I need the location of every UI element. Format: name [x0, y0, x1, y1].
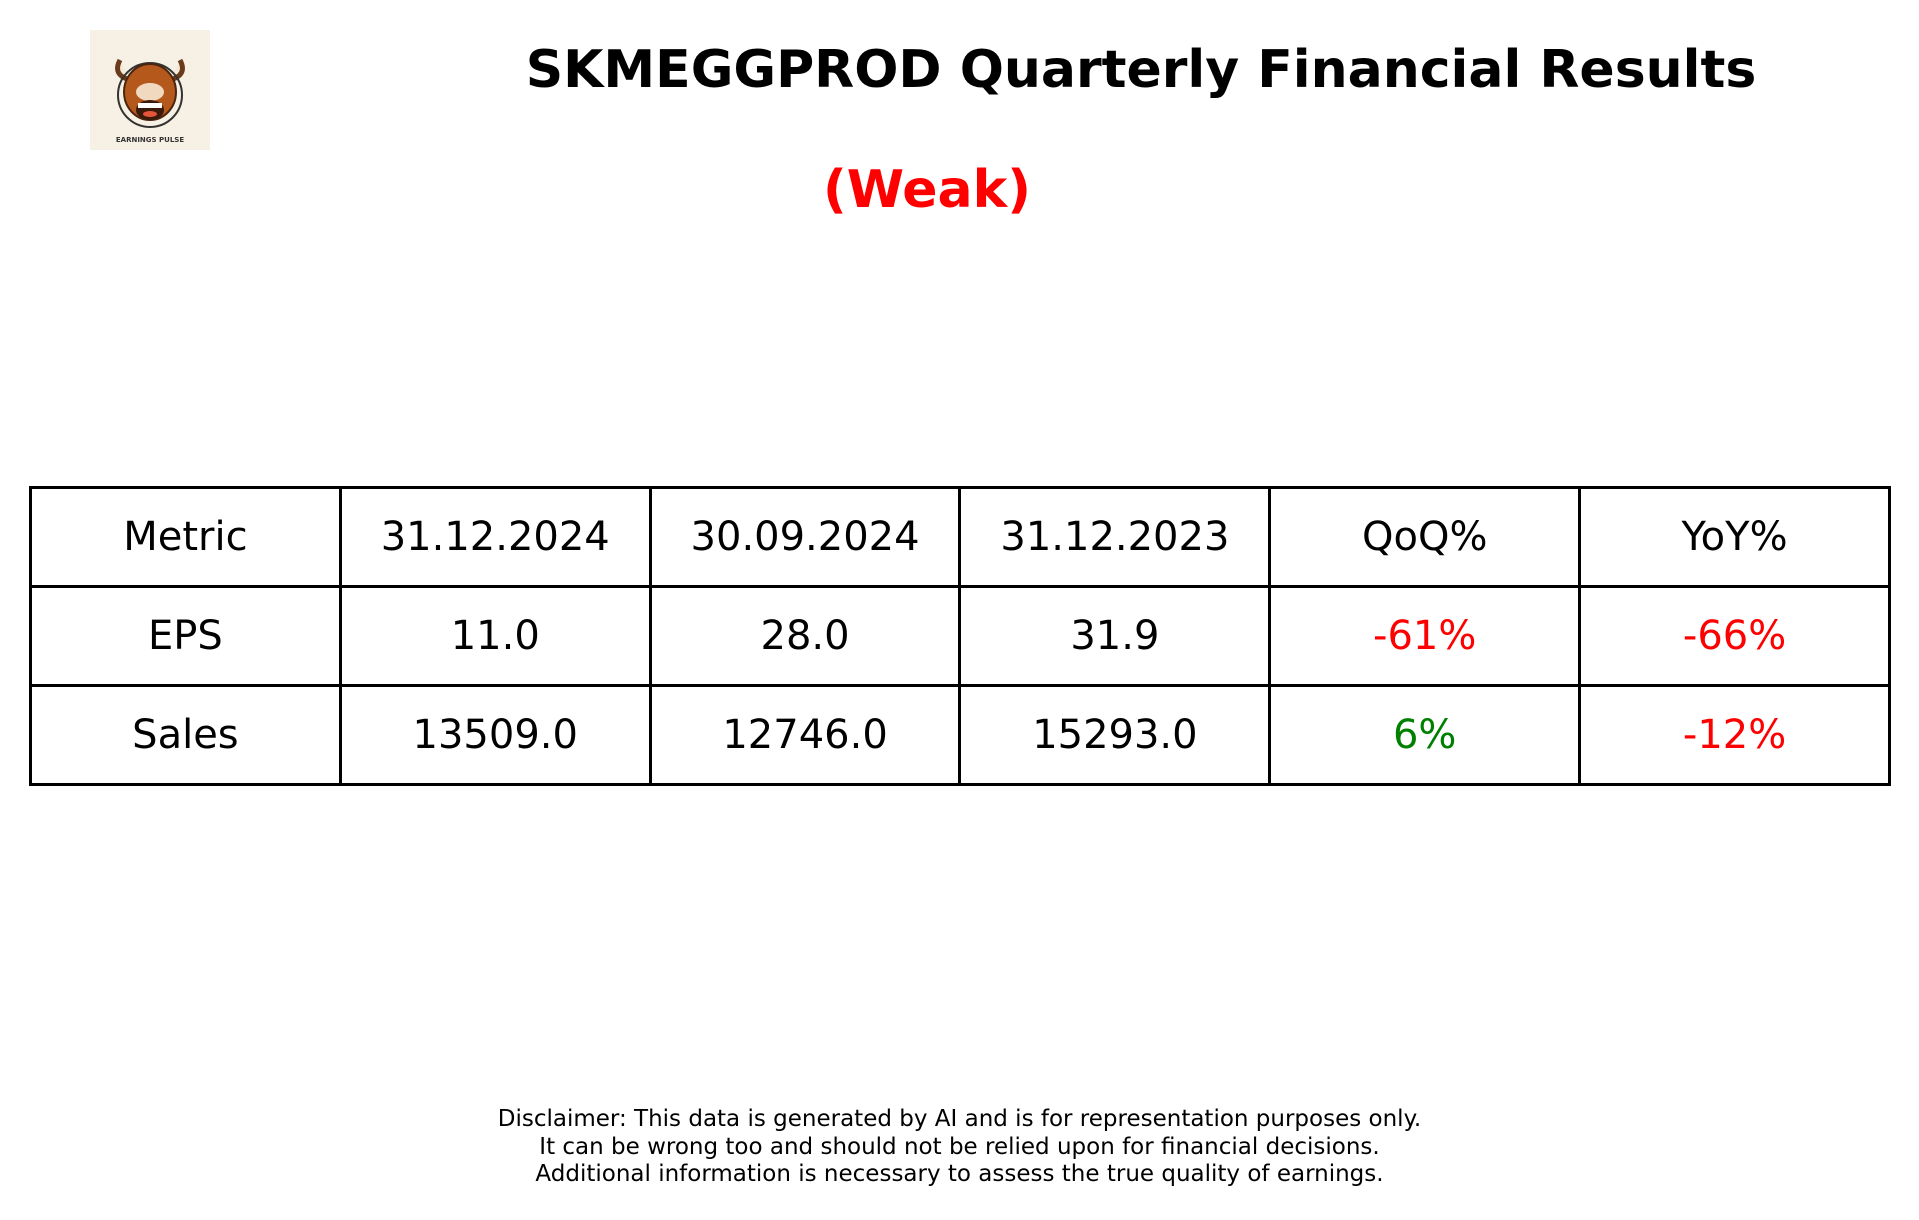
cell-yoy: -66% — [1578, 585, 1891, 687]
cell-value: 12746.0 — [648, 684, 962, 786]
page-title: SKMEGGPROD Quarterly Financial Results — [525, 40, 1757, 100]
disclaimer: Disclaimer: This data is generated by AI… — [0, 1106, 1919, 1189]
verdict-label: (Weak) — [823, 160, 1031, 220]
header-date-3: 31.12.2023 — [958, 486, 1272, 588]
earnings-pulse-logo: EARNINGS PULSE — [90, 30, 210, 150]
disclaimer-line: Disclaimer: This data is generated by AI… — [497, 1106, 1422, 1132]
disclaimer-line: It can be wrong too and should not be re… — [539, 1133, 1380, 1160]
bull-mascot-icon: EARNINGS PULSE — [115, 58, 185, 144]
cell-value: 15293.0 — [958, 684, 1272, 786]
table-row-sales: Sales 13509.0 12746.0 15293.0 6% -12% — [29, 684, 1891, 786]
table-header-row: Metric 31.12.2024 30.09.2024 31.12.2023 … — [29, 486, 1891, 588]
svg-text:EARNINGS PULSE: EARNINGS PULSE — [116, 136, 184, 144]
cell-value: 28.0 — [648, 585, 962, 687]
header-yoy: YoY% — [1578, 486, 1891, 588]
header-metric: Metric — [29, 486, 342, 588]
cell-yoy: -12% — [1578, 684, 1891, 786]
header-qoq: QoQ% — [1268, 486, 1582, 588]
results-table: Metric 31.12.2024 30.09.2024 31.12.2023 … — [29, 486, 1891, 786]
cell-qoq: 6% — [1268, 684, 1582, 786]
cell-value: 13509.0 — [338, 684, 652, 786]
cell-value: 31.9 — [958, 585, 1272, 687]
cell-metric: EPS — [29, 585, 342, 687]
disclaimer-line: Additional information is necessary to a… — [535, 1161, 1384, 1187]
header-date-2: 30.09.2024 — [648, 486, 962, 588]
cell-qoq: -61% — [1268, 585, 1582, 687]
header-date-1: 31.12.2024 — [338, 486, 652, 588]
table-row-eps: EPS 11.0 28.0 31.9 -61% -66% — [29, 585, 1891, 687]
cell-metric: Sales — [29, 684, 342, 786]
cell-value: 11.0 — [338, 585, 652, 687]
